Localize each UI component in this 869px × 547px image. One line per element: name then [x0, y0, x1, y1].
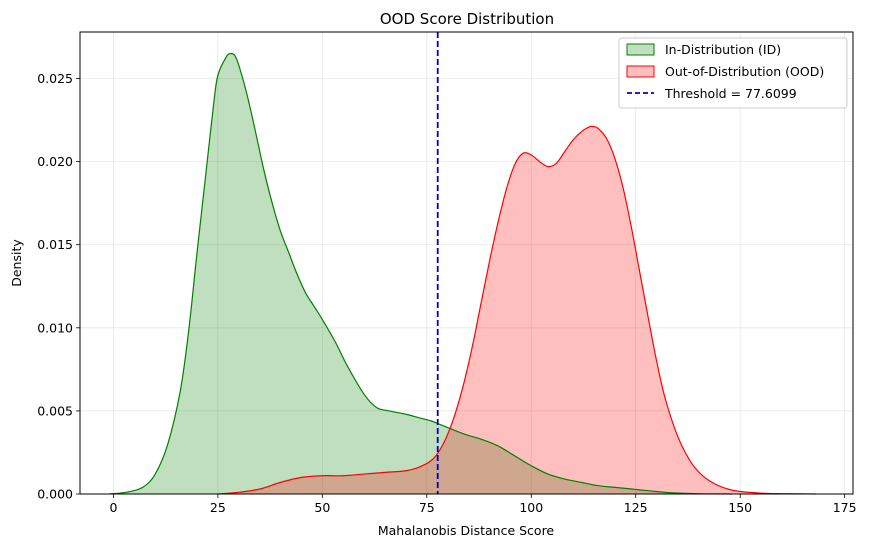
legend: In-Distribution (ID) Out-of-Distribution…: [618, 37, 848, 109]
x-tick-label: 0: [109, 500, 117, 515]
density-lines: [109, 32, 816, 495]
legend-label-ood: Out-of-Distribution (OOD): [665, 64, 824, 79]
y-axis-label: Density: [9, 239, 24, 287]
density-fill-id: [109, 53, 732, 495]
density-line-id: [109, 52, 732, 495]
density-line-ood: [217, 125, 816, 495]
x-tick-label: 75: [419, 500, 435, 515]
x-tick-label: 175: [833, 500, 857, 515]
chart-title: OOD Score Distribution: [380, 10, 554, 28]
x-tick-label: 25: [210, 500, 226, 515]
x-tick-label: 50: [314, 500, 330, 515]
y-tick-label: 0.015: [37, 237, 73, 252]
y-tick-label: 0.020: [37, 154, 73, 169]
y-tick-label: 0.000: [37, 487, 73, 502]
x-tick-label: 125: [624, 500, 648, 515]
x-axis-ticks: 0 25 50 75 100 125 150 175: [109, 494, 857, 515]
y-axis-ticks: 0.000 0.005 0.010 0.015 0.020 0.025: [37, 71, 80, 502]
x-tick-label: 150: [728, 500, 752, 515]
legend-swatch-id: [626, 43, 655, 56]
legend-label-threshold: Threshold = 77.6099: [664, 86, 797, 101]
legend-label-id: In-Distribution (ID): [665, 42, 781, 57]
legend-swatch-ood: [626, 65, 655, 78]
y-tick-label: 0.010: [37, 320, 73, 335]
plot-frame: [79, 31, 854, 495]
legend-box: [618, 37, 848, 109]
x-axis-label: Mahalanobis Distance Score: [378, 523, 555, 538]
x-tick-label: 100: [519, 500, 543, 515]
y-tick-label: 0.005: [37, 403, 73, 418]
y-tick-label: 0.025: [37, 71, 73, 86]
